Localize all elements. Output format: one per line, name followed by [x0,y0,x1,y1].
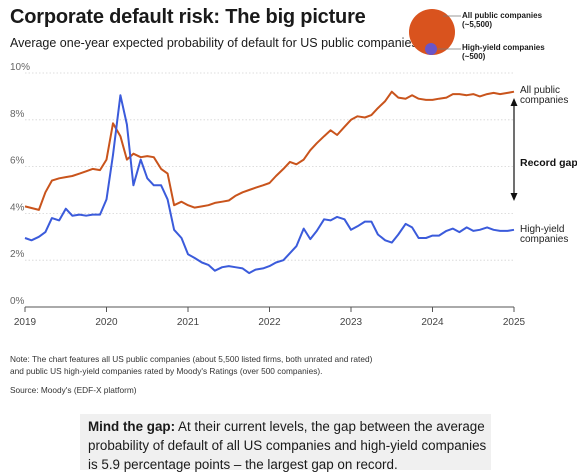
callout-text: At their current levels, the gap between… [88,419,487,472]
callout-box: Mind the gap: At their current levels, t… [80,414,491,472]
legend-hy-label-line1: High-yield companies [462,43,545,52]
x-tick-label: 2022 [258,317,281,328]
note-line1: Note: The chart features all US public c… [10,354,373,364]
chart-note: Note: The chart features all US public c… [10,353,430,377]
all-end-label-line1: All public [520,85,560,96]
legend-bubbles [409,9,461,55]
y-tick-label: 10% [10,62,30,73]
gap-arrow-head-bottom [510,193,518,201]
series-line-high-yield [24,94,515,275]
y-tick-label: 4% [10,202,25,213]
gap-arrow-head-top [510,98,518,106]
y-tick-label: 2% [10,249,25,260]
x-tick-label: 2019 [14,317,37,328]
chart-subtitle: Average one-year expected probability of… [10,36,418,50]
bubble-legend: All public companies (~5,500) High-yield… [407,7,547,67]
callout-lead: Mind the gap: [88,419,176,434]
x-tick-label: 2021 [177,317,200,328]
gap-annotation: Record gap [510,98,577,201]
y-tick-label: 0% [10,296,25,307]
line-chart: 0% 2% 4% 6% 8% 10% 2019 2020 2021 2022 2023 2024 202… [10,62,577,328]
all-end-label-line2: companies [520,95,568,106]
series-end-labels: All public companies High-yield companie… [520,85,568,245]
hy-end-label-line2: companies [520,234,568,245]
x-tick-label: 2020 [95,317,118,328]
axis-ticks: 0% 2% 4% 6% 8% 10% 2019 2020 2021 2022 2023 2024 202… [10,62,526,328]
series-lines [24,90,515,275]
x-tick-label: 2024 [421,317,444,328]
legend-hy-bubble [425,43,437,55]
chart-title: Corporate default risk: The big picture [10,6,366,28]
y-tick-label: 6% [10,156,25,167]
legend-hy-label: High-yield companies (~500) [462,43,545,61]
legend-all-label: All public companies (~5,500) [462,11,542,29]
series-line-all-public [24,90,515,211]
gap-label: Record gap [520,157,577,169]
legend-all-label-line2: (~5,500) [462,20,493,29]
legend-hy-label-line2: (~500) [462,52,486,61]
legend-all-bubble [409,9,455,55]
grid [25,72,514,308]
note-line2: and public US high-yield companies rated… [10,366,323,376]
x-tick-label: 2025 [503,317,526,328]
legend-all-label-line1: All public companies [462,11,543,20]
hy-end-label-line1: High-yield [520,224,564,235]
x-tick-label: 2023 [340,317,363,328]
chart-source: Source: Moody's (EDF-X platform) [10,385,137,395]
y-tick-label: 8% [10,109,25,120]
